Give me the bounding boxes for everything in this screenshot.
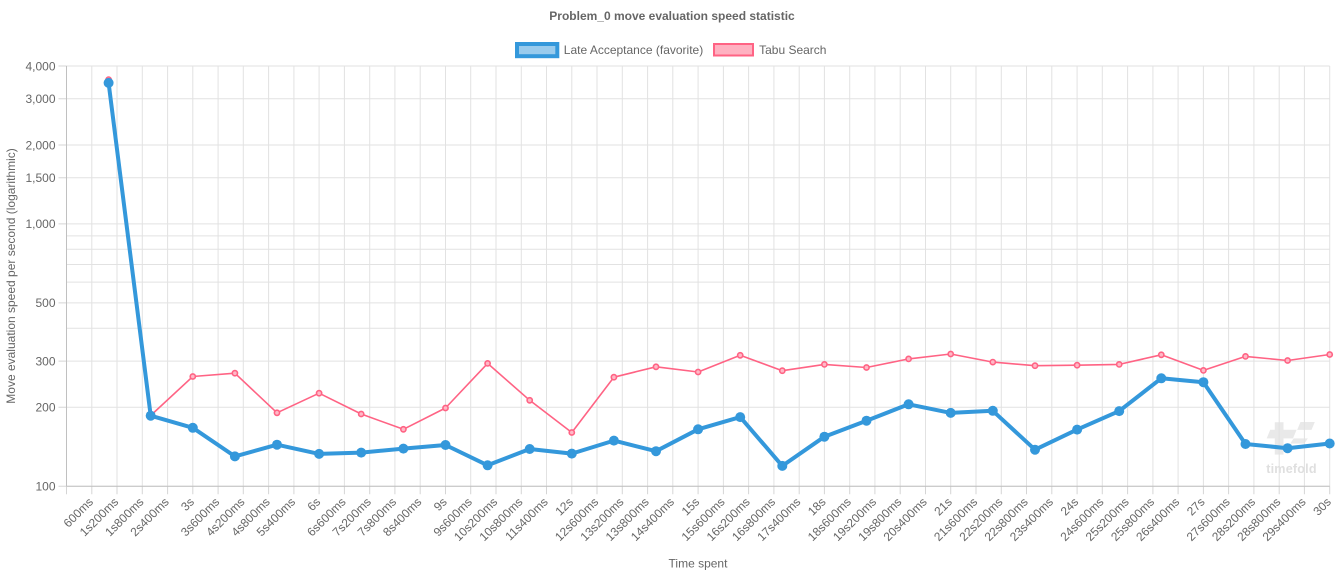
svg-text:200: 200	[35, 401, 55, 415]
svg-text:Tabu Search: Tabu Search	[759, 43, 826, 57]
svg-text:Late Acceptance (favorite): Late Acceptance (favorite)	[564, 43, 703, 57]
svg-text:2,000: 2,000	[25, 138, 55, 152]
svg-text:100: 100	[35, 480, 55, 494]
svg-text:Move evaluation speed per seco: Move evaluation speed per second (logari…	[4, 148, 18, 403]
svg-text:500: 500	[35, 296, 55, 310]
svg-text:3,000: 3,000	[25, 92, 55, 106]
svg-text:300: 300	[35, 354, 55, 368]
svg-text:1,500: 1,500	[25, 171, 55, 185]
svg-text:1,000: 1,000	[25, 217, 55, 231]
svg-text:Time spent: Time spent	[669, 557, 729, 571]
svg-text:timefold: timefold	[1266, 462, 1317, 476]
svg-text:Problem_0 move evaluation spee: Problem_0 move evaluation speed statisti…	[549, 9, 795, 23]
svg-text:4,000: 4,000	[25, 59, 55, 73]
